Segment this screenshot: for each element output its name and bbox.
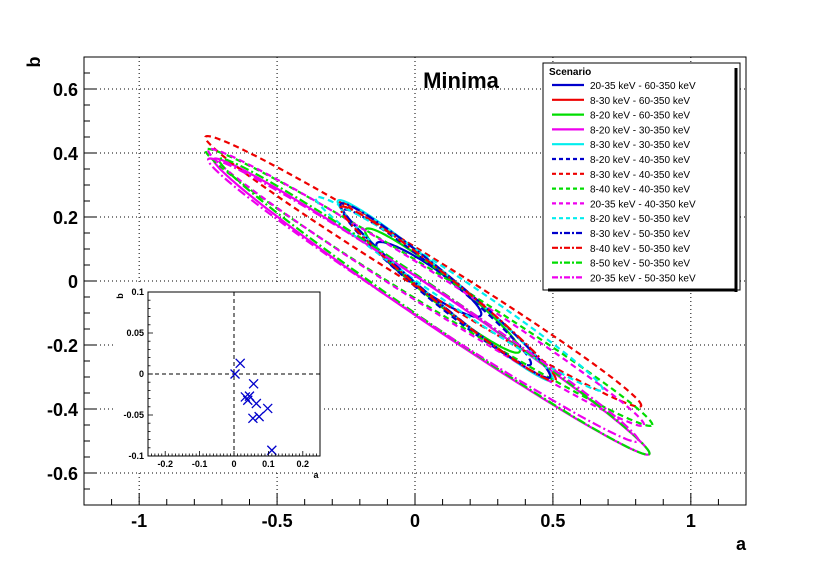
inset-reference-lines <box>148 292 320 456</box>
legend-label: 8-30 keV - 30-350 keV <box>590 140 690 151</box>
inset-point <box>230 369 240 379</box>
x-axis-label: a <box>736 534 747 554</box>
inset-y-tick-labels: -0.1 -0.05 0 0.05 0.1 <box>123 287 144 461</box>
y-tick-label: -0.2 <box>47 336 78 356</box>
inset-point-stroke <box>248 378 259 389</box>
y-tick-label: 0.2 <box>53 208 78 228</box>
chart-title: Minima <box>423 68 500 93</box>
inset-x-tick-label: 0 <box>231 459 236 469</box>
main-contours <box>204 134 654 456</box>
inset-y-tick-label: -0.05 <box>123 410 144 420</box>
inset-x-tick-labels: -0.2 -0.1 0 0.1 0.2 <box>157 459 309 469</box>
inset-point-stroke <box>235 358 246 369</box>
legend-label: 20-35 keV - 50-350 keV <box>590 273 696 284</box>
y-tick-label: 0.6 <box>53 80 78 100</box>
contour-14 <box>207 157 640 444</box>
legend-label: 8-20 keV - 60-350 keV <box>590 111 690 122</box>
y-axis-label: b <box>24 57 44 68</box>
inset-y-tick-label: 0.05 <box>126 328 144 338</box>
inset-x-tick-label: 0.1 <box>262 459 275 469</box>
inset-chart: -0.2 -0.1 0 0.1 0.2 -0.1 -0.05 0 0.05 0.1 a b <box>115 284 324 480</box>
main-y-tick-labels: -0.6 -0.4 -0.2 0 0.2 0.4 0.6 <box>47 80 78 484</box>
contour-10 <box>314 195 604 392</box>
inset-x-tick-label: -0.1 <box>192 459 208 469</box>
inset-point-stroke <box>244 391 255 402</box>
legend-label: 8-30 keV - 50-350 keV <box>590 229 690 240</box>
legend-label: 8-40 keV - 50-350 keV <box>590 244 690 255</box>
inset-y-tick-label: 0.1 <box>131 287 144 297</box>
inset-point <box>254 411 265 422</box>
inset-point <box>266 445 277 456</box>
inset-point <box>248 378 259 389</box>
inset-point <box>251 398 262 409</box>
inset-x-tick-label: 0.2 <box>297 459 310 469</box>
legend-label: 8-20 keV - 50-350 keV <box>590 214 690 225</box>
legend-items: 20-35 keV - 60-350 keV 8-30 keV - 60-350 … <box>552 81 696 284</box>
inset-point-stroke <box>230 369 240 379</box>
y-tick-label: 0.4 <box>53 144 78 164</box>
legend-label: 20-35 keV - 60-350 keV <box>590 81 696 92</box>
y-tick-label: -0.6 <box>47 464 78 484</box>
main-x-tick-labels: -1 -0.5 0 0.5 1 <box>131 511 696 531</box>
legend: Scenario 20-35 keV - 60-350 keV 8-30 keV … <box>542 62 741 292</box>
inset-point <box>235 358 246 369</box>
y-tick-label: -0.4 <box>47 400 78 420</box>
inset-x-axis-label: a <box>313 470 319 480</box>
legend-label: 8-30 keV - 40-350 keV <box>590 170 690 181</box>
inset-points <box>230 358 277 456</box>
inset-point <box>262 403 273 414</box>
legend-label: 8-30 keV - 60-350 keV <box>590 96 690 107</box>
legend-label: 8-50 keV - 50-350 keV <box>590 259 690 270</box>
inset-point-stroke <box>266 445 277 456</box>
inset-y-axis-label: b <box>115 293 125 299</box>
inset-ticks <box>147 291 321 457</box>
inset-point <box>247 413 258 424</box>
inset-point-stroke <box>262 403 273 414</box>
x-tick-label: 0 <box>410 511 420 531</box>
inset-y-tick-label: -0.1 <box>128 451 144 461</box>
x-tick-label: -0.5 <box>262 511 293 531</box>
inset-background <box>115 284 324 470</box>
inset-point-stroke <box>254 411 265 422</box>
contour-12 <box>339 205 557 383</box>
inset-x-tick-label: -0.2 <box>157 459 173 469</box>
legend-label: 8-20 keV - 40-350 keV <box>590 155 690 166</box>
inset-point-stroke <box>247 413 258 424</box>
contour-11 <box>339 202 552 379</box>
contour-13 <box>217 157 651 456</box>
legend-title: Scenario <box>549 67 591 78</box>
x-tick-label: -1 <box>131 511 147 531</box>
x-tick-label: 1 <box>686 511 696 531</box>
legend-label: 8-20 keV - 30-350 keV <box>590 125 690 136</box>
x-tick-label: 0.5 <box>540 511 565 531</box>
main-ticks <box>83 56 747 506</box>
inset-point-stroke <box>251 398 262 409</box>
y-tick-label: 0 <box>68 272 78 292</box>
legend-label: 8-40 keV - 40-350 keV <box>590 185 690 196</box>
legend-label: 20-35 keV - 40-350 keV <box>590 199 696 210</box>
inset-y-tick-label: 0 <box>139 369 144 379</box>
